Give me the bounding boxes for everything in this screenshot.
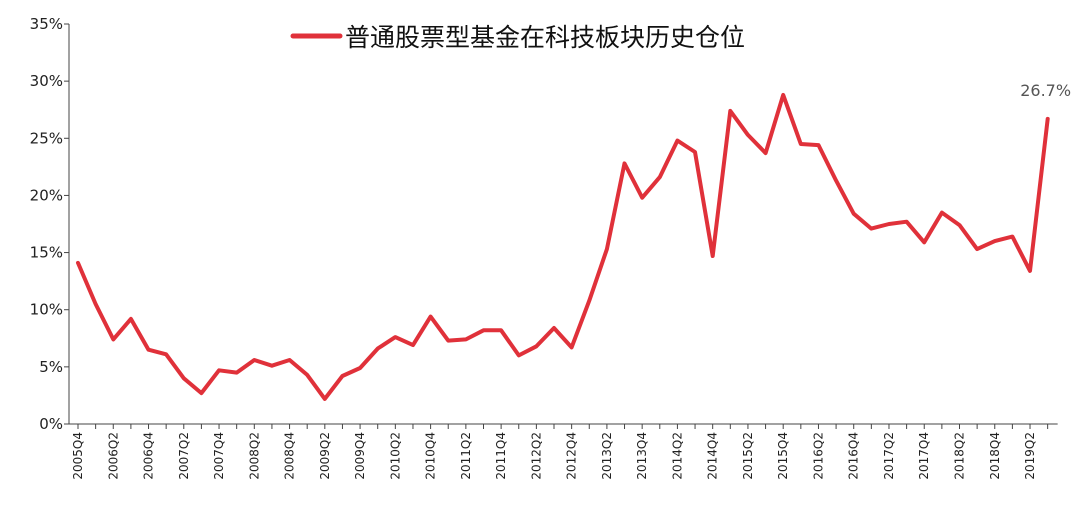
y-tick-label: 5% xyxy=(39,358,63,376)
annotations: 26.7% xyxy=(1020,81,1071,100)
x-tick-label: 2008Q2 xyxy=(247,432,261,480)
x-tick-label: 2007Q4 xyxy=(212,432,226,480)
x-tick-label: 2008Q4 xyxy=(283,432,297,480)
x-tick-label: 2011Q2 xyxy=(459,432,473,480)
x-tick-label: 2016Q2 xyxy=(811,432,825,480)
x-tick-label: 2006Q4 xyxy=(142,432,156,480)
x-tick-label: 2013Q4 xyxy=(635,432,649,480)
x-tick-label: 2015Q2 xyxy=(741,432,755,480)
y-tick-label: 20% xyxy=(30,186,63,204)
x-axis: 2005Q4 2006Q2 2006Q4 2007Q2 2007Q4 2008Q2 2008… xyxy=(69,423,1058,480)
y-tick-label: 0% xyxy=(39,415,63,433)
y-tick-label: 25% xyxy=(30,129,63,147)
y-axis: 0% 5% 10% 15% 20% 25% 30% 35% xyxy=(30,15,70,433)
x-tick-label: 2010Q4 xyxy=(424,432,438,480)
x-tick-label: 2018Q4 xyxy=(988,432,1002,480)
y-tick-label: 10% xyxy=(30,301,63,319)
legend: 普通股票型基金在科技板块历史仓位 xyxy=(290,23,745,52)
x-tick-label: 2017Q4 xyxy=(917,432,931,480)
data-label: 26.7% xyxy=(1020,81,1071,100)
x-tick-label: 2015Q4 xyxy=(776,432,790,480)
y-tick-label: 35% xyxy=(30,15,63,33)
x-tick-label: 2012Q4 xyxy=(565,432,579,480)
x-tick-label: 2018Q2 xyxy=(953,432,967,480)
x-tick-label: 2009Q4 xyxy=(353,432,367,480)
legend-label: 普通股票型基金在科技板块历史仓位 xyxy=(345,23,745,52)
x-tick-label: 2012Q2 xyxy=(529,432,543,480)
x-tick-label: 2005Q4 xyxy=(71,432,85,480)
x-tick-label: 2011Q4 xyxy=(494,432,508,480)
x-tick-label: 2014Q4 xyxy=(706,432,720,480)
x-tick-label: 2019Q2 xyxy=(1023,432,1037,480)
x-tick-label: 2010Q2 xyxy=(388,432,402,480)
series-line xyxy=(76,92,1050,401)
x-tick-label: 2013Q2 xyxy=(600,432,614,480)
y-tick-label: 15% xyxy=(30,244,63,262)
x-tick-label: 2009Q2 xyxy=(318,432,332,480)
x-tick-label: 2014Q2 xyxy=(670,432,684,480)
x-tick-label: 2017Q2 xyxy=(882,432,896,480)
y-tick-label: 30% xyxy=(30,72,63,90)
x-tick-label: 2006Q2 xyxy=(106,432,120,480)
x-tick-label: 2007Q2 xyxy=(177,432,191,480)
x-tick-label: 2016Q4 xyxy=(847,432,861,480)
series-group xyxy=(76,92,1050,401)
